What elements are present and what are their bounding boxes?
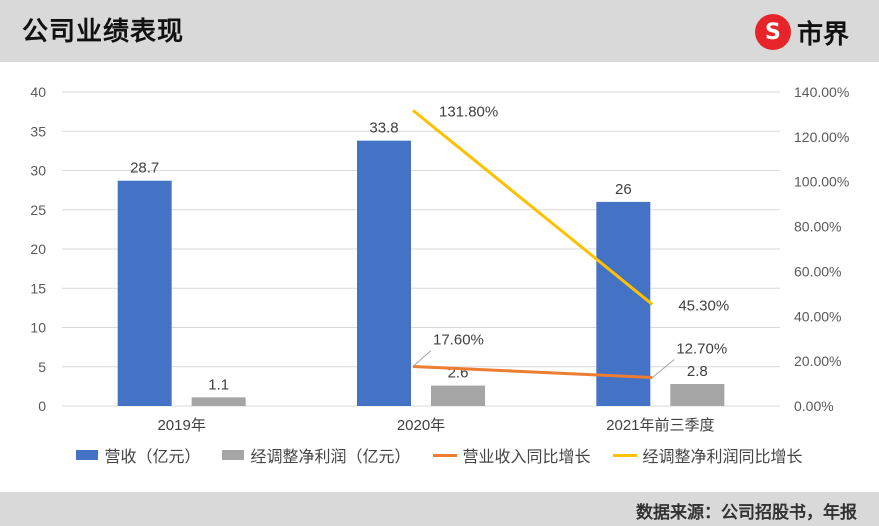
right-axis-tick-label: 100.00% bbox=[794, 174, 849, 190]
legend-label-profit: 经调整净利润（亿元） bbox=[250, 447, 411, 466]
profit-growth-data-label: 131.80% bbox=[439, 103, 498, 120]
profit-data-label: 1.1 bbox=[208, 376, 229, 393]
legend-label-revenue: 营收（亿元） bbox=[104, 447, 201, 466]
profit-bar bbox=[670, 384, 725, 406]
brand-logo: S 市界 bbox=[754, 13, 849, 51]
left-axis-tick-label: 40 bbox=[30, 84, 46, 100]
left-axis-tick-label: 30 bbox=[30, 163, 46, 179]
left-axis-tick-label: 20 bbox=[30, 241, 46, 257]
x-axis-tick-label: 2020年 bbox=[397, 417, 445, 434]
revenue-growth-leader-line bbox=[412, 350, 432, 367]
profit-bar bbox=[191, 397, 246, 406]
legend-swatch-revenue bbox=[76, 450, 99, 460]
profit-bar bbox=[431, 385, 485, 406]
profit-growth-data-label: 45.30% bbox=[678, 297, 729, 314]
right-axis-tick-label: 60.00% bbox=[794, 263, 841, 279]
left-axis-tick-label: 35 bbox=[30, 123, 46, 139]
revenue-bar bbox=[596, 201, 651, 406]
revenue-data-label: 33.8 bbox=[369, 120, 398, 137]
legend-swatch-profit-growth bbox=[612, 453, 637, 457]
legend-swatch-profit bbox=[222, 450, 245, 460]
right-axis-tick-label: 80.00% bbox=[794, 219, 841, 235]
profit-data-label: 2.8 bbox=[687, 363, 708, 380]
x-axis-tick-label: 2019年 bbox=[157, 417, 205, 434]
combo-chart: 0 5 10 15 20 25 30 35 40 0.00% 20.00% 40.00% 60.00% 8… bbox=[30, 84, 849, 434]
right-axis-tick-label: 120.00% bbox=[794, 129, 849, 145]
data-source: 数据来源：公司招股书，年报 bbox=[636, 503, 857, 523]
legend-label-profit-growth: 经调整净利润同比增长 bbox=[642, 447, 803, 466]
revenue-data-label: 26 bbox=[615, 181, 632, 198]
header-bar: 公司业绩表现 S 市界 bbox=[0, 0, 879, 62]
legend-item-revenue-growth: 营业收入同比增长 bbox=[432, 443, 591, 467]
right-axis-tick-label: 0.00% bbox=[794, 398, 834, 414]
left-axis-tick-label: 0 bbox=[38, 398, 46, 414]
left-axis-tick-label: 15 bbox=[30, 280, 46, 296]
logo-mark-icon: S bbox=[754, 14, 791, 50]
right-axis-tick-label: 140.00% bbox=[794, 84, 849, 100]
revenue-bar bbox=[357, 140, 411, 407]
chart-title: 公司业绩表现 bbox=[22, 17, 185, 47]
left-axis-tick-label: 5 bbox=[38, 359, 46, 375]
right-axis-tick-label: 40.00% bbox=[794, 308, 841, 324]
profit-growth-line bbox=[412, 109, 654, 306]
legend-label-revenue-growth: 营业收入同比增长 bbox=[462, 447, 591, 466]
revenue-growth-data-label: 17.60% bbox=[433, 332, 484, 349]
right-axis-tick-label: 20.00% bbox=[794, 353, 841, 369]
revenue-growth-leader-line bbox=[652, 359, 675, 378]
legend-item-revenue: 营收（亿元） bbox=[76, 443, 200, 467]
x-axis-tick-label: 2021年前三季度 bbox=[606, 417, 714, 434]
left-axis-tick-label: 25 bbox=[30, 202, 46, 218]
footer-bar: 数据来源：公司招股书，年报 bbox=[0, 492, 879, 526]
revenue-data-label: 28.7 bbox=[130, 160, 159, 177]
legend-item-profit: 经调整净利润（亿元） bbox=[222, 443, 411, 467]
logo-text: 市界 bbox=[796, 19, 849, 50]
revenue-bar bbox=[117, 180, 172, 406]
revenue-growth-line bbox=[412, 365, 653, 380]
legend-item-profit-growth: 经调整净利润同比增长 bbox=[612, 443, 803, 467]
chart-legend: 营收（亿元） 经调整净利润（亿元） 营业收入同比增长 经调整净利润同比增长 bbox=[0, 438, 879, 472]
revenue-growth-data-label: 12.70% bbox=[676, 341, 727, 358]
left-axis-tick-label: 10 bbox=[30, 320, 46, 336]
legend-swatch-revenue-growth bbox=[432, 453, 457, 457]
